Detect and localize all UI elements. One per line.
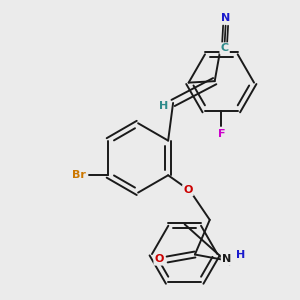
Text: N: N bbox=[222, 254, 231, 265]
Text: N: N bbox=[221, 13, 230, 23]
Text: F: F bbox=[218, 129, 225, 139]
Text: O: O bbox=[154, 254, 164, 265]
Text: Br: Br bbox=[72, 170, 86, 180]
Text: O: O bbox=[183, 185, 193, 195]
Text: H: H bbox=[236, 250, 245, 260]
Text: C: C bbox=[220, 44, 229, 53]
Text: H: H bbox=[159, 101, 168, 111]
